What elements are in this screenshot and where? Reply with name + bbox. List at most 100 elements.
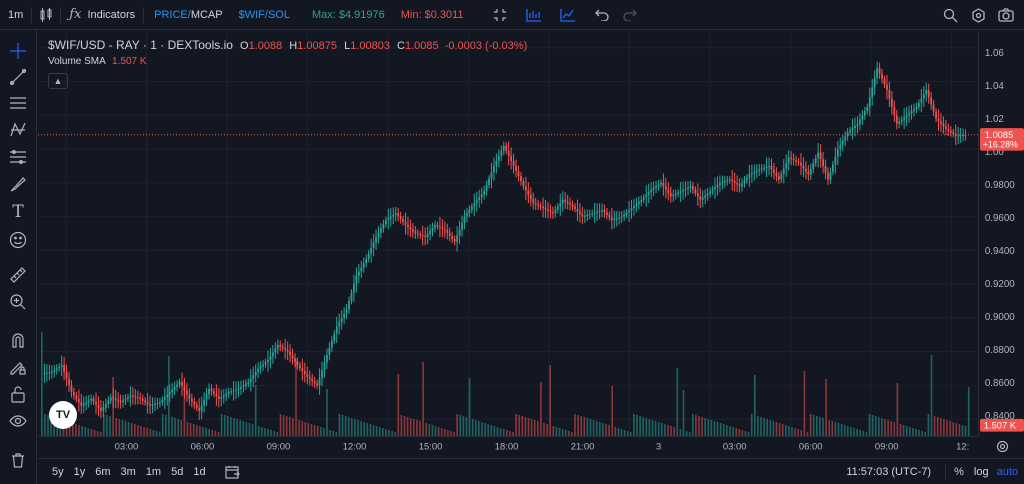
volume-bar (750, 414, 753, 436)
time-axis[interactable]: 03:00 06:00 09:00 12:00 15:00 18:00 21:00 3 03:0… (38, 436, 978, 454)
volume-bar (766, 419, 768, 436)
candle-body (601, 209, 603, 211)
volume-bar (270, 430, 272, 436)
price-mcap-toggle[interactable]: PRICE/MCAP (144, 0, 230, 30)
candle-body (790, 157, 793, 159)
candle-body (579, 211, 581, 215)
candle-body (271, 352, 274, 357)
price-axis[interactable]: 1.06 1.04 1.02 1.00 0.9800 0.9600 0.9400 0.9200… (978, 31, 1024, 436)
volume-bar (630, 432, 632, 436)
candle-body (625, 212, 628, 215)
camera-icon[interactable] (992, 0, 1020, 30)
volume-bar (806, 432, 809, 436)
eye-icon[interactable] (6, 409, 30, 433)
volume-bar (208, 429, 210, 436)
candle-body (267, 360, 269, 363)
settings-gear-icon[interactable] (964, 0, 992, 30)
candle-body (814, 157, 817, 164)
volume-bar (620, 429, 623, 436)
bar-chart-icon[interactable] (520, 0, 548, 30)
volume-bar (592, 420, 595, 436)
horizontal-lines-icon[interactable] (6, 91, 30, 115)
magnet-icon[interactable] (6, 328, 30, 352)
volume-bar (791, 427, 793, 436)
candle-body (227, 392, 230, 394)
measure-lines-icon[interactable] (6, 145, 30, 169)
trash-icon[interactable] (6, 448, 30, 472)
candle-body (657, 184, 660, 187)
volume-bar (574, 414, 576, 436)
range-button-1m[interactable]: 1m (145, 465, 162, 478)
candle-body (303, 371, 306, 374)
candle-body (588, 214, 591, 216)
ruler-icon[interactable] (6, 263, 30, 287)
redo-icon[interactable] (616, 0, 644, 30)
volume-bar (670, 426, 672, 436)
compress-icon[interactable] (486, 0, 514, 30)
candle-body (190, 398, 193, 402)
undo-icon[interactable] (588, 0, 616, 30)
volume-bar (186, 422, 189, 436)
volume-bar (614, 427, 617, 436)
volume-bar (354, 419, 356, 436)
collapse-legend-button[interactable]: ▲ (48, 73, 68, 89)
volume-bar (589, 419, 592, 436)
pencil-lock-icon[interactable] (6, 355, 30, 379)
range-button-1y[interactable]: 1y (73, 465, 86, 478)
zoom-in-icon[interactable] (6, 290, 30, 314)
candle-body (90, 398, 93, 401)
axis-settings-icon[interactable] (993, 438, 1011, 454)
text-icon[interactable]: T (12, 202, 24, 222)
search-icon[interactable] (936, 0, 964, 30)
crosshair-icon[interactable] (6, 39, 30, 63)
candle-body (674, 193, 677, 196)
range-button-1d[interactable]: 1d (193, 465, 206, 478)
candle-body (746, 177, 748, 181)
volume-bar (747, 432, 750, 436)
volume-bar (949, 421, 951, 436)
candle-body (402, 219, 404, 223)
candle-body (109, 397, 112, 401)
goto-date-icon[interactable] (223, 462, 243, 482)
volume-bar (657, 422, 660, 436)
range-button-3m[interactable]: 3m (120, 465, 136, 478)
candle-body (431, 228, 434, 231)
volume-bar (431, 425, 434, 436)
indicators-button[interactable]: ƒx Indicators (61, 0, 143, 30)
candle-body (321, 370, 323, 378)
volume-bar (189, 423, 192, 436)
log-toggle[interactable]: log (973, 465, 989, 478)
candle-body (738, 184, 741, 187)
smiley-icon[interactable] (6, 228, 30, 252)
lock-icon[interactable] (6, 382, 30, 406)
volume-bar (99, 432, 102, 436)
auto-toggle[interactable]: auto (996, 465, 1018, 478)
range-button-5y[interactable]: 5y (52, 465, 64, 478)
tradingview-logo[interactable]: TV (49, 401, 77, 429)
volume-bar (471, 419, 474, 436)
chart-legend: $WIF/USD - RAY · 1 · DEXTools.io O1.0088… (48, 38, 527, 52)
candle-body (176, 384, 178, 388)
range-button-6m[interactable]: 6m (95, 465, 111, 478)
candle-body (664, 186, 667, 190)
candle-body (97, 404, 100, 408)
candles-style-icon[interactable] (32, 0, 60, 30)
percent-toggle[interactable]: % (954, 465, 964, 478)
range-button-5d[interactable]: 5d (171, 465, 184, 478)
candle-body (350, 292, 353, 301)
candle-body (839, 144, 842, 150)
price-chart[interactable] (38, 31, 978, 436)
candle-body (252, 375, 255, 379)
pair-toggle[interactable]: $WIF/SOL (231, 0, 298, 30)
volume-bar (856, 429, 858, 436)
candle-body (726, 180, 729, 182)
brush-icon[interactable] (6, 172, 30, 196)
trend-line-icon[interactable] (6, 65, 30, 89)
volume-bar (502, 429, 505, 436)
pattern-icon[interactable] (6, 118, 30, 142)
candle-body (917, 102, 920, 107)
line-chart-icon[interactable] (554, 0, 582, 30)
interval-button[interactable]: 1m (0, 0, 31, 30)
volume-bar (217, 432, 220, 436)
candle-body (606, 212, 608, 215)
